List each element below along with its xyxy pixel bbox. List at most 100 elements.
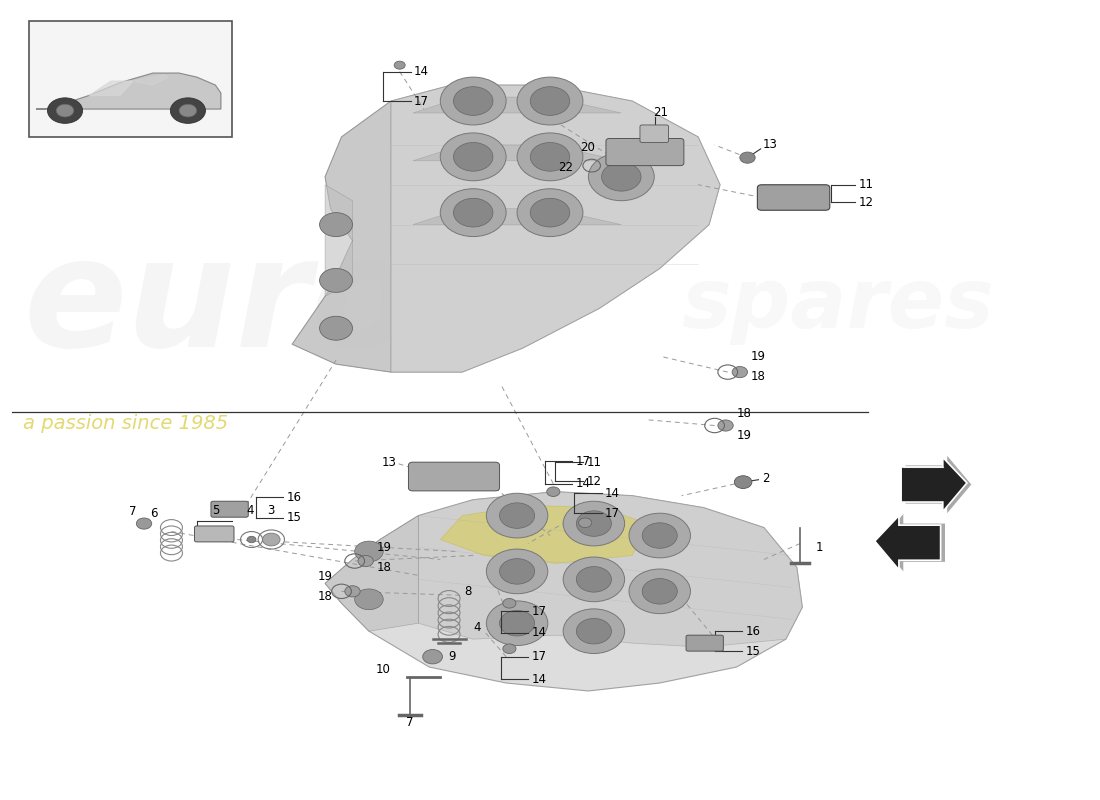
Circle shape [530, 86, 570, 115]
FancyBboxPatch shape [195, 526, 234, 542]
Text: 19: 19 [318, 570, 332, 583]
Circle shape [629, 514, 691, 558]
Circle shape [579, 518, 592, 527]
Polygon shape [905, 456, 971, 514]
Bar [29, 22, 232, 137]
Text: spares: spares [682, 264, 994, 345]
Text: 14: 14 [414, 65, 429, 78]
Text: 4: 4 [246, 503, 254, 517]
Text: 17: 17 [531, 650, 547, 663]
Text: 3: 3 [267, 503, 275, 517]
Text: 11: 11 [858, 178, 873, 191]
Circle shape [422, 650, 442, 664]
FancyBboxPatch shape [758, 185, 829, 210]
Polygon shape [874, 515, 940, 570]
Text: 14: 14 [531, 673, 547, 686]
Circle shape [642, 522, 678, 548]
Circle shape [170, 98, 206, 123]
Circle shape [733, 366, 748, 378]
Circle shape [47, 98, 82, 123]
Circle shape [354, 589, 383, 610]
Circle shape [440, 189, 506, 237]
Circle shape [602, 162, 641, 191]
Circle shape [642, 578, 678, 604]
Text: 18: 18 [751, 370, 766, 382]
Polygon shape [36, 73, 221, 109]
Polygon shape [440, 506, 649, 563]
Text: 10: 10 [376, 663, 390, 676]
Polygon shape [412, 145, 622, 161]
Text: 15: 15 [287, 511, 301, 525]
Circle shape [320, 269, 352, 292]
Polygon shape [326, 185, 352, 296]
Text: 17: 17 [414, 94, 429, 107]
Circle shape [263, 533, 280, 546]
Text: 18: 18 [737, 407, 751, 420]
Circle shape [248, 536, 256, 542]
Text: 14: 14 [605, 486, 620, 500]
Text: 6: 6 [150, 506, 157, 520]
Circle shape [576, 618, 612, 644]
Text: 19: 19 [737, 430, 751, 442]
Circle shape [563, 502, 625, 546]
Text: 17: 17 [575, 455, 591, 468]
Polygon shape [326, 492, 802, 691]
Text: 7: 7 [130, 505, 136, 518]
Circle shape [563, 557, 625, 602]
Polygon shape [390, 85, 720, 372]
Circle shape [629, 569, 691, 614]
Circle shape [453, 142, 493, 171]
Circle shape [499, 610, 535, 636]
Text: 19: 19 [376, 541, 392, 554]
Text: 18: 18 [376, 561, 392, 574]
Circle shape [440, 77, 506, 125]
Circle shape [320, 213, 352, 237]
Circle shape [718, 420, 734, 431]
Text: 8: 8 [464, 585, 472, 598]
Text: 13: 13 [382, 456, 396, 469]
Text: 14: 14 [575, 478, 591, 490]
Circle shape [358, 555, 373, 566]
Circle shape [563, 609, 625, 654]
Circle shape [547, 487, 560, 497]
Text: 9: 9 [448, 650, 455, 663]
FancyBboxPatch shape [211, 502, 249, 517]
Polygon shape [418, 492, 802, 647]
Text: 12: 12 [858, 196, 873, 209]
Circle shape [56, 104, 74, 117]
Text: euro: euro [23, 230, 416, 379]
Text: 18: 18 [318, 590, 332, 603]
Circle shape [517, 77, 583, 125]
Circle shape [486, 601, 548, 646]
Circle shape [517, 189, 583, 237]
Circle shape [517, 133, 583, 181]
Circle shape [453, 198, 493, 227]
Polygon shape [412, 97, 622, 113]
Text: 17: 17 [605, 506, 620, 520]
Circle shape [588, 153, 654, 201]
FancyBboxPatch shape [408, 462, 499, 491]
Polygon shape [901, 458, 967, 512]
Polygon shape [879, 514, 945, 571]
Text: 12: 12 [586, 475, 602, 488]
Polygon shape [293, 85, 720, 372]
Text: 2: 2 [762, 473, 769, 486]
Circle shape [503, 598, 516, 608]
Text: 7: 7 [406, 716, 414, 730]
Polygon shape [293, 101, 390, 372]
Text: 13: 13 [763, 138, 778, 151]
Text: 21: 21 [653, 106, 669, 119]
Circle shape [740, 152, 756, 163]
Circle shape [735, 476, 752, 489]
Text: 14: 14 [531, 626, 547, 639]
Circle shape [320, 316, 352, 340]
Circle shape [179, 104, 197, 117]
Circle shape [344, 586, 360, 597]
Circle shape [136, 518, 152, 529]
Polygon shape [89, 81, 133, 95]
Polygon shape [412, 209, 622, 225]
FancyBboxPatch shape [686, 635, 724, 651]
Text: 19: 19 [751, 350, 766, 362]
Text: 16: 16 [287, 490, 301, 504]
Polygon shape [133, 74, 168, 85]
